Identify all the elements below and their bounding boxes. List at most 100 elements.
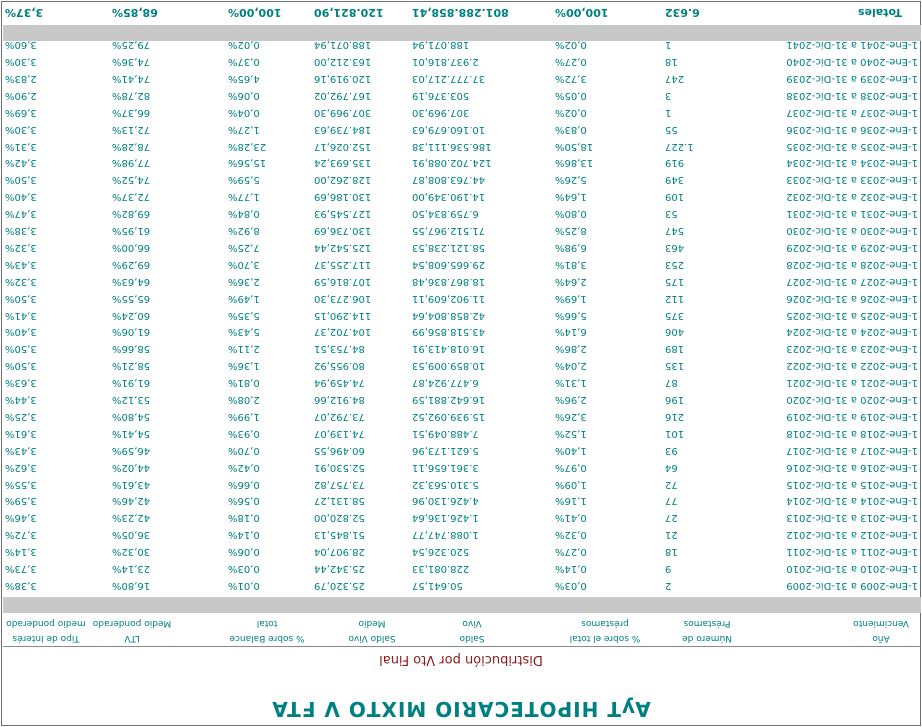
totals-pct-loans: 100,00% (555, 6, 609, 19)
cell-avg: 127.545,93 (314, 208, 372, 220)
cell-ltv: 74,36% (112, 56, 151, 68)
cell-pct-loans: 0,05% (555, 89, 587, 101)
cell-pct-bal: 1,99% (228, 411, 260, 422)
table-row: 1-Ene-2025 a 31-Dic-2025 375 5,66% 42.858.8… (0, 307, 922, 324)
cell-ltv: 42,23% (112, 512, 151, 524)
header-balance-2: Vivo (462, 618, 482, 628)
cell-avg: 73.792,07 (314, 411, 365, 422)
cell-avg: 130.736,69 (314, 225, 372, 237)
cell-period: 1-Ene-2012 a 31-Dic-2012 (786, 529, 918, 541)
cell-period: 1-Ene-2028 a 31-Dic-2028 (786, 258, 918, 270)
cell-ltv: 66,37% (112, 106, 151, 118)
cell-num: 101 (665, 427, 685, 439)
cell-balance: 11.902,609,11 (412, 292, 486, 304)
cell-pct-loans: 5,26% (555, 174, 587, 186)
cell-balance: 1.426.136,64 (412, 512, 479, 524)
table-row: 1-Ene-2019 a 31-Dic-2019 216 3,26% 15.939.0… (0, 408, 922, 425)
cell-ltv: 78,28% (112, 140, 151, 152)
cell-ltv: 58,21% (112, 360, 151, 372)
cell-period: 1-Ene-2017 a 31-Dic-2017 (786, 444, 918, 456)
cell-ltv: 61,95% (112, 225, 151, 237)
cell-balance: 44.763.808,87 (412, 174, 486, 186)
cell-balance: 18.867.836,48 (412, 275, 486, 287)
cell-balance: 2.937.816,01 (412, 56, 479, 68)
cell-pct-loans: 8,25% (555, 225, 587, 237)
cell-balance: 5.310.563,32 (412, 478, 479, 490)
table-row: 1-Ene-2038 a 31-Dic-2038 3 0,05% 503.376,19… (0, 87, 922, 104)
cell-balance: 186.536.111,38 (412, 140, 492, 152)
page-subtitle: Distribución por Vto Final (379, 652, 543, 667)
header-avg-2: Medio (358, 618, 386, 628)
cell-rate: 3,30% (5, 123, 37, 135)
cell-num: 3 (665, 89, 672, 101)
cell-balance: 503.376,19 (412, 89, 470, 101)
cell-balance: 5.621.173,96 (412, 444, 479, 456)
cell-pct-bal: 0,04% (228, 106, 260, 118)
cell-pct-bal: 2,11% (228, 343, 260, 355)
cell-ltv: 53,12% (112, 394, 151, 406)
cell-pct-bal: 0,84% (228, 208, 260, 220)
cell-num: 406 (665, 326, 685, 338)
cell-rate: 3,43% (5, 444, 37, 456)
cell-rate: 3,43% (5, 258, 37, 270)
cell-period: 1-Ene-2011 a 31-Dic-2011 (786, 546, 918, 558)
header-rate: Tipo de Interés (12, 633, 80, 643)
totals-num: 6.632 (665, 6, 700, 19)
cell-balance: 10.859.009,53 (412, 360, 486, 372)
table-row: 1-Ene-2027 a 31-Dic-2027 175 2,64% 18.867.8… (0, 273, 922, 290)
cell-num: 175 (665, 275, 685, 287)
cell-pct-bal: 0,93% (228, 427, 260, 439)
header-year: Año (872, 633, 890, 643)
cell-avg: 135.693,24 (314, 157, 372, 169)
cell-rate: 3,73% (5, 563, 37, 575)
cell-period: 1-Ene-2030 a 31-Dic-2030 (786, 225, 918, 237)
table-row: 1-Ene-2010 a 31-Dic-2010 9 0,14% 228.081,33… (0, 560, 922, 577)
table-row: 1-Ene-2024 a 31-Dic-2024 406 6,14% 43.518.8… (0, 324, 922, 341)
cell-ltv: 42,46% (112, 495, 151, 507)
cell-rate: 3,50% (5, 343, 37, 355)
divider (3, 646, 921, 647)
cell-rate: 3,62% (5, 461, 37, 473)
totals-row: Totales 6.632 100,00% 801.288.858,41 120… (0, 4, 922, 22)
cell-balance: 3.361.656,11 (412, 461, 479, 473)
cell-period: 1-Ene-2025 a 31-Dic-2025 (786, 309, 918, 321)
cell-pct-bal: 0,42% (228, 461, 260, 473)
table-row: 1-Ene-2026 a 31-Dic-2026 112 1,69% 11.902,6… (0, 290, 922, 307)
cell-pct-loans: 0,97% (555, 461, 587, 473)
cell-num: 53 (665, 208, 678, 220)
cell-period: 1-Ene-2035 a 31-Dic-2035 (786, 140, 918, 152)
cell-ltv: 65,55% (112, 292, 151, 304)
cell-pct-loans: 0,83% (555, 123, 587, 135)
cell-ltv: 61,91% (112, 377, 151, 389)
cell-ltv: 69,82% (112, 208, 151, 220)
cell-ltv: 44,02% (112, 461, 151, 473)
table-row: 1-Ene-2039 a 31-Dic-2039 247 3,72% 37.777.2… (0, 70, 922, 87)
header-rate-2: medio ponderado (6, 618, 86, 628)
cell-rate: 3,50% (5, 360, 37, 372)
cell-num: 9 (665, 563, 672, 575)
table-row: 1-Ene-2034 a 31-Dic-2034 919 13,86% 124.702… (0, 155, 922, 172)
cell-ltv: 36,05% (112, 529, 151, 541)
cell-pct-loans: 6,98% (555, 242, 587, 253)
cell-pct-bal: 0,18% (228, 512, 260, 524)
table-row: 1-Ene-2018 a 31-Dic-2018 101 1,52% 7.488.04… (0, 425, 922, 442)
cell-avg: 58.131,27 (314, 495, 365, 507)
cell-rate: 3,72% (5, 529, 37, 541)
cell-avg: 128.262,00 (314, 174, 372, 186)
cell-period: 1-Ene-2022 a 31-Dic-2022 (786, 360, 918, 372)
table-row: 1-Ene-2016 a 31-Dic-2016 64 0,97% 3.361.656… (0, 459, 922, 476)
cell-period: 1-Ene-2024 a 31-Dic-2024 (786, 326, 918, 338)
cell-pct-loans: 0,41% (555, 512, 587, 524)
table-row: 1-Ene-2012 a 31-Dic-2012 21 0,32% 1.088.747… (0, 526, 922, 543)
cell-balance: 124.702.088,91 (412, 157, 492, 169)
cell-balance: 29.665.608,54 (412, 258, 486, 270)
cell-balance: 58.121.238,53 (412, 242, 486, 253)
cell-num: 919 (665, 157, 685, 169)
cell-rate: 3,32% (5, 275, 37, 287)
cell-ltv: 82,78% (112, 89, 151, 101)
cell-balance: 14.190.349,00 (412, 191, 486, 203)
cell-pct-loans: 0,32% (555, 529, 587, 541)
table-row: 1-Ene-2022 a 31-Dic-2022 135 2,04% 10.859.0… (0, 357, 922, 374)
cell-num: 21 (665, 529, 678, 541)
cell-period: 1-Ene-2033 a 31-Dic-2033 (786, 174, 918, 186)
